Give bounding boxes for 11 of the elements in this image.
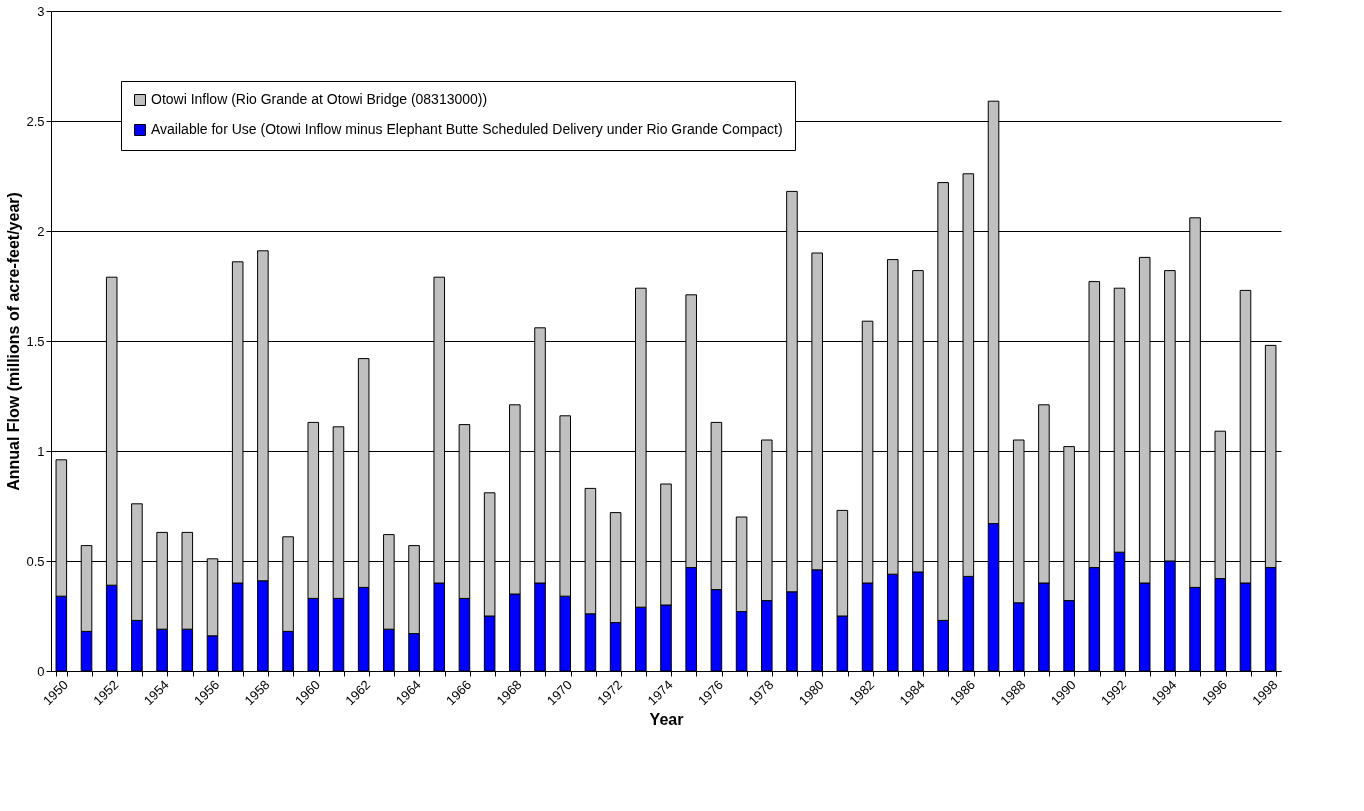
x-axis-title: Year — [649, 711, 684, 729]
y-axis-title: Annual Flow (millions of acre-feet/year) — [5, 192, 23, 491]
legend-label: Otowi Inflow (Rio Grande at Otowi Bridge (08313000)) — [151, 91, 488, 107]
y-tick-label: 3 — [37, 3, 45, 19]
y-tick-label: 1 — [37, 443, 45, 459]
y-tick-label: 0 — [37, 663, 45, 679]
y-tick-label: 0.5 — [26, 553, 45, 569]
y-tick-label: 1.5 — [26, 333, 45, 349]
legend-label: Available for Use (Otowi Inflow minus Elephant Butte Scheduled Delivery under Rio Grande Compact) — [151, 121, 783, 137]
y-tick-label: 2.5 — [26, 113, 45, 129]
y-tick-label: 2 — [37, 223, 45, 239]
